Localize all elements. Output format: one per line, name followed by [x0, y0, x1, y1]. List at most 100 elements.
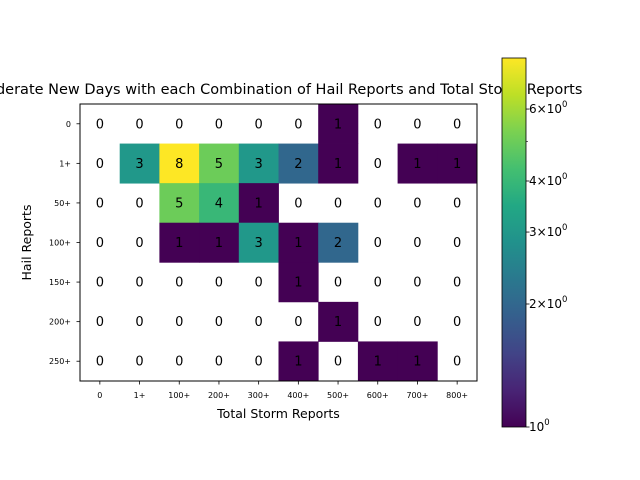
cell-value-label: 1: [175, 236, 183, 251]
cell-value-label: 0: [96, 236, 104, 251]
colorbar-frame: [501, 57, 527, 428]
cell-value-label: 0: [413, 276, 421, 291]
cell-value-labels: 0 0 0 0 0 0 1 0 0 0 0 3 8 5 3 2 1 0 1 1 0 0 5 4 1 0 0 0 0 0 0 0 1 1 3 1 2 0 0 0…: [96, 117, 462, 369]
heatmap-cell: [199, 222, 240, 263]
cell-value-label: 8: [175, 157, 183, 172]
x-axis-ticks: 0 1+ 100+ 200+ 300+ 400+ 500+ 600+ 700+ 800+: [97, 381, 468, 400]
cell-value-label: 0: [215, 117, 223, 132]
heatmap-cell: [318, 104, 359, 144]
x-tick-label: 200+: [208, 391, 230, 400]
cell-value-label: 0: [453, 355, 461, 370]
cell-value-label: 0: [453, 196, 461, 211]
heatmap-cell: [119, 143, 160, 184]
heatmap-cell: [278, 222, 319, 263]
cell-value-label: 0: [374, 196, 382, 211]
x-tick-label: 800+: [446, 391, 468, 400]
cell-value-label: 5: [215, 157, 223, 172]
heatmap-cell: [159, 222, 200, 263]
heatmap-cell: [238, 143, 279, 184]
colorbar-tick-label: 4×100: [529, 172, 567, 188]
cell-value-label: 0: [135, 196, 143, 211]
cell-value-label: 1: [334, 315, 342, 330]
cell-value-label: 0: [96, 196, 104, 211]
heatmap-cell: [437, 143, 478, 184]
cell-value-label: 0: [374, 315, 382, 330]
cell-value-label: 0: [175, 117, 183, 132]
cell-value-label: 0: [374, 236, 382, 251]
cell-value-label: 0: [413, 315, 421, 330]
y-tick-label: 250+: [49, 357, 71, 366]
y-axis-label: Hail Reports: [19, 205, 34, 281]
colorbar: 100 2×100 3×100 4×100 6×100: [501, 57, 567, 434]
y-tick-label: 50+: [54, 199, 71, 208]
heatmap-cell: [278, 341, 319, 382]
cell-value-label: 0: [453, 117, 461, 132]
x-tick-label: 1+: [134, 391, 146, 400]
heatmap-cell: [159, 143, 200, 184]
cell-value-label: 0: [215, 276, 223, 291]
cell-value-label: 0: [96, 276, 104, 291]
cell-value-label: 0: [175, 315, 183, 330]
cell-value-label: 0: [135, 355, 143, 370]
cell-value-label: 0: [96, 315, 104, 330]
heatmap-cell: [238, 183, 279, 224]
x-tick-label: 100+: [168, 391, 190, 400]
cell-value-label: 5: [175, 196, 183, 211]
x-tick-label: 700+: [406, 391, 428, 400]
y-axis-ticks: 0 1+ 50+ 100+ 150+ 200+ 250+: [49, 120, 80, 366]
heatmap-cell: [318, 222, 359, 263]
cell-value-label: 0: [255, 315, 263, 330]
cell-value-label: 0: [175, 355, 183, 370]
y-tick-label: 100+: [49, 239, 71, 248]
heatmap-cells: [119, 104, 478, 382]
heatmap-cell: [199, 183, 240, 224]
cell-value-label: 0: [255, 117, 263, 132]
heatmap-cell: [318, 301, 359, 342]
y-tick-label: 1+: [59, 159, 71, 168]
heatmap-cell: [278, 143, 319, 184]
cell-value-label: 2: [334, 236, 342, 251]
cell-value-label: 0: [255, 276, 263, 291]
x-tick-label: 500+: [327, 391, 349, 400]
cell-value-label: 1: [294, 355, 302, 370]
cell-value-label: 0: [255, 355, 263, 370]
cell-value-label: 0: [453, 276, 461, 291]
cell-value-label: 1: [413, 355, 421, 370]
x-tick-label: 0: [97, 391, 102, 400]
cell-value-label: 0: [334, 196, 342, 211]
chart-title: Moderate New Days with each Combination …: [0, 82, 582, 98]
x-tick-label: 400+: [287, 391, 309, 400]
heatmap-cell: [397, 143, 438, 184]
cell-value-label: 0: [334, 276, 342, 291]
colorbar-tick-label: 3×100: [529, 223, 567, 239]
x-axis-label: Total Storm Reports: [216, 406, 340, 421]
cell-value-label: 0: [215, 355, 223, 370]
cell-value-label: 0: [374, 276, 382, 291]
x-tick-label: 300+: [248, 391, 270, 400]
colorbar-tick-label: 2×100: [529, 295, 567, 311]
y-tick-label: 200+: [49, 318, 71, 327]
cell-value-label: 0: [413, 117, 421, 132]
cell-value-label: 0: [453, 236, 461, 251]
cell-value-label: 1: [255, 196, 263, 211]
heatmap-cell: [238, 222, 279, 263]
colorbar-tick-label: 100: [529, 418, 550, 434]
cell-value-label: 0: [96, 157, 104, 172]
cell-value-label: 0: [374, 117, 382, 132]
cell-value-label: 1: [374, 355, 382, 370]
cell-value-label: 0: [413, 196, 421, 211]
cell-value-label: 0: [96, 117, 104, 132]
y-tick-label: 0: [66, 120, 71, 129]
cell-value-label: 1: [334, 117, 342, 132]
heatmap-cell: [397, 341, 438, 382]
heatmap-cell: [278, 262, 319, 303]
cell-value-label: 4: [215, 196, 223, 211]
y-tick-label: 150+: [49, 278, 71, 287]
cell-value-label: 0: [294, 117, 302, 132]
cell-value-label: 0: [135, 236, 143, 251]
heatmap-cell: [357, 341, 398, 382]
cell-value-label: 2: [294, 157, 302, 172]
colorbar-gradient: [502, 58, 526, 427]
colorbar-tick-label: 6×100: [529, 100, 567, 116]
